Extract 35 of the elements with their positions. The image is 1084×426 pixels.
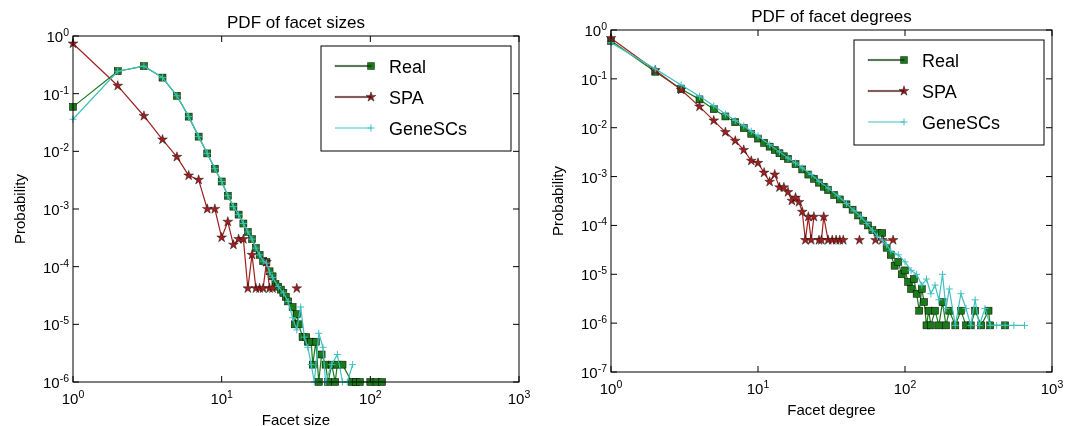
x-tick-label: 10$^{0}$ <box>599 378 623 397</box>
y-tick-label: 10$^{-3}$ <box>580 166 608 186</box>
chart-title: PDF of facet degrees <box>751 7 912 26</box>
y-tick-label: 10$^{-7}$ <box>580 362 608 381</box>
x-tick-label: 10$^{2}$ <box>359 388 382 407</box>
y-tick-label: 10$^{-6}$ <box>42 372 70 391</box>
y-tick-label: 10$^{-3}$ <box>42 199 70 218</box>
x-tick-label: 10$^{2}$ <box>893 378 917 397</box>
x-tick-label: 10$^{1}$ <box>746 378 770 397</box>
y-axis-title: Probability <box>549 165 566 237</box>
x-tick-label: 10$^{0}$ <box>61 388 85 407</box>
x-tick-label: 10$^{3}$ <box>1040 378 1064 397</box>
x-axis-title: Facet size <box>261 411 331 426</box>
legend-label: SPA <box>389 88 424 108</box>
x-tick-label: 10$^{1}$ <box>210 388 234 407</box>
legend-label: GeneSCs <box>922 113 1001 133</box>
y-axis-title: Probability <box>11 173 28 245</box>
x-axis-title: Facet degree <box>787 401 876 418</box>
chart-title: PDF of facet sizes <box>227 13 365 32</box>
y-tick-label: 10$^{-1}$ <box>42 83 70 103</box>
y-tick-label: 10$^{0}$ <box>584 20 608 39</box>
legend-label: Real <box>389 57 427 77</box>
y-tick-label: 10$^{-6}$ <box>580 313 608 333</box>
legend-label: Real <box>922 51 960 71</box>
y-tick-label: 10$^{-2}$ <box>580 117 608 137</box>
y-tick-label: 10$^{-2}$ <box>42 141 70 161</box>
y-tick-label: 10$^{-4}$ <box>42 256 70 276</box>
legend-label: GeneSCs <box>389 119 468 139</box>
y-tick-label: 10$^{0}$ <box>46 26 70 45</box>
y-tick-label: 10$^{-1}$ <box>580 68 608 88</box>
y-tick-label: 10$^{-5}$ <box>42 314 70 334</box>
y-tick-label: 10$^{-4}$ <box>580 215 608 235</box>
legend-label: SPA <box>922 82 957 102</box>
x-tick-label: 10$^{3}$ <box>507 388 531 407</box>
y-tick-label: 10$^{-5}$ <box>580 264 608 284</box>
